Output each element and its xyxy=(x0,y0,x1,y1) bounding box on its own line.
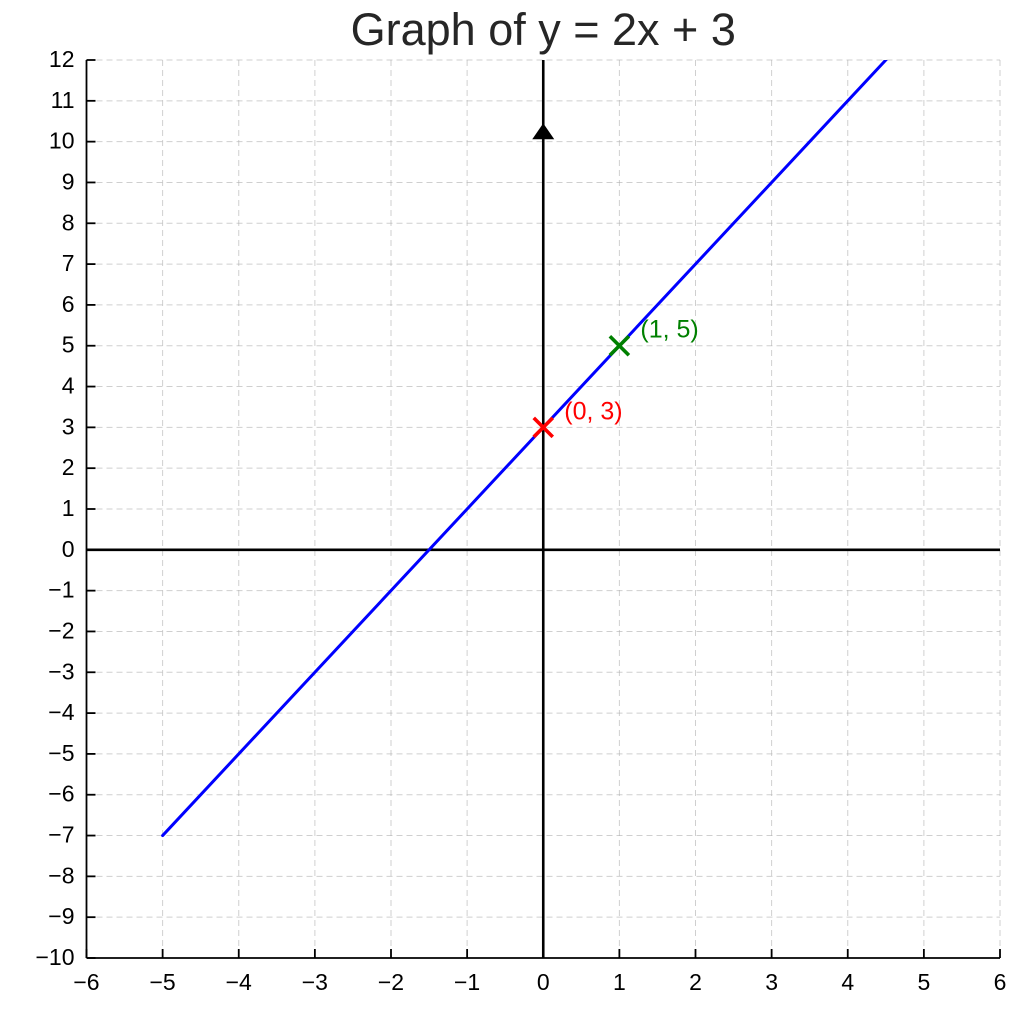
svg-text:0: 0 xyxy=(62,536,75,562)
svg-text:−2: −2 xyxy=(378,969,404,995)
svg-text:4: 4 xyxy=(841,969,854,995)
svg-text:11: 11 xyxy=(51,87,75,113)
svg-text:−5: −5 xyxy=(48,740,74,766)
svg-text:1: 1 xyxy=(613,969,626,995)
svg-text:9: 9 xyxy=(62,168,75,194)
svg-text:3: 3 xyxy=(765,969,778,995)
svg-text:−10: −10 xyxy=(35,944,74,970)
svg-text:−6: −6 xyxy=(48,781,74,807)
svg-text:Graph of y = 2x + 3: Graph of y = 2x + 3 xyxy=(351,4,736,55)
svg-text:1: 1 xyxy=(62,495,75,521)
svg-text:−1: −1 xyxy=(48,577,74,603)
svg-text:(0, 3): (0, 3) xyxy=(564,397,622,425)
svg-text:5: 5 xyxy=(917,969,930,995)
svg-text:10: 10 xyxy=(49,128,75,154)
svg-text:5: 5 xyxy=(62,332,75,358)
svg-text:8: 8 xyxy=(62,209,75,235)
svg-text:12: 12 xyxy=(49,46,75,72)
svg-text:−8: −8 xyxy=(48,862,74,888)
svg-text:−6: −6 xyxy=(73,969,99,995)
svg-text:−3: −3 xyxy=(302,969,328,995)
svg-text:6: 6 xyxy=(994,969,1007,995)
svg-text:2: 2 xyxy=(689,969,702,995)
svg-text:−1: −1 xyxy=(454,969,480,995)
svg-text:−4: −4 xyxy=(226,969,252,995)
svg-text:7: 7 xyxy=(62,250,75,276)
svg-text:6: 6 xyxy=(62,291,75,317)
svg-text:−2: −2 xyxy=(48,617,74,643)
svg-text:−7: −7 xyxy=(48,822,74,848)
svg-text:4: 4 xyxy=(62,373,75,399)
svg-text:2: 2 xyxy=(62,454,75,480)
svg-text:−4: −4 xyxy=(48,699,74,725)
svg-text:−3: −3 xyxy=(48,658,74,684)
svg-text:0: 0 xyxy=(537,969,550,995)
svg-text:3: 3 xyxy=(62,413,75,439)
svg-text:(1, 5): (1, 5) xyxy=(640,316,698,344)
svg-text:−9: −9 xyxy=(48,903,74,929)
svg-text:−5: −5 xyxy=(150,969,176,995)
